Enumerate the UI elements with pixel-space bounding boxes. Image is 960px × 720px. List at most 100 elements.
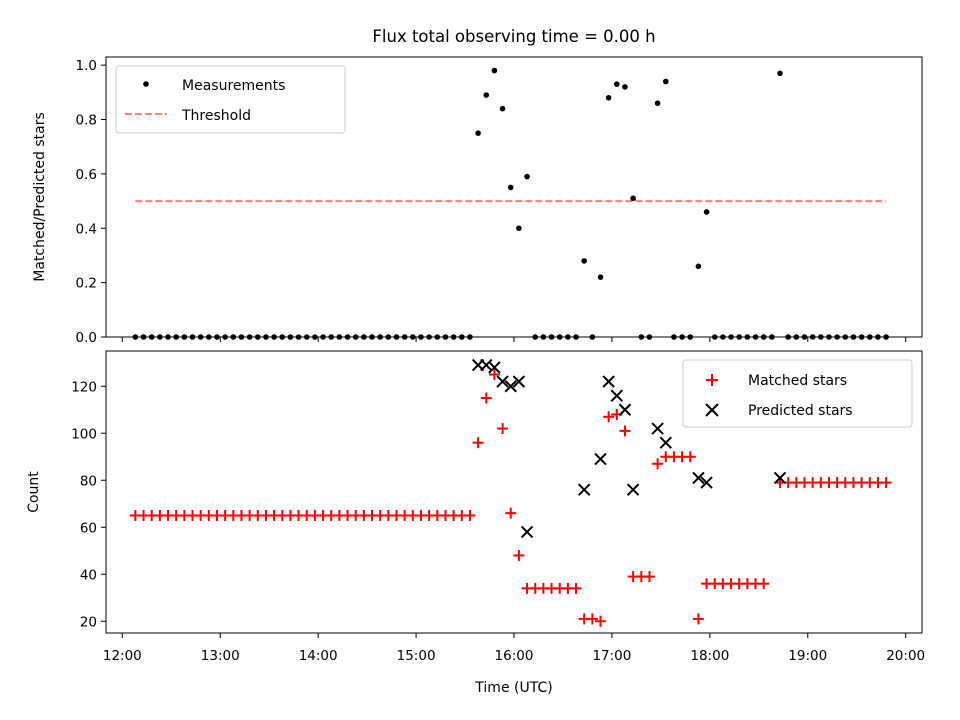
matched-star-point <box>505 507 517 519</box>
measurement-point <box>352 334 359 340</box>
bottom-legend: Matched stars Predicted stars <box>682 359 913 428</box>
bottom-y-axis-label: Count <box>26 471 42 513</box>
measurement-point <box>834 334 840 340</box>
measurement-point <box>818 334 824 340</box>
x-tick-label: 19:00 <box>788 648 827 664</box>
predicted-star-point <box>700 476 713 489</box>
x-tick-label: 14:00 <box>299 648 338 664</box>
measurement-point <box>654 100 661 107</box>
measurement-point <box>744 334 751 340</box>
matched-star-point <box>758 578 770 590</box>
measurement-point <box>328 334 335 340</box>
predicted-x-b <box>700 476 713 489</box>
measurement-point <box>736 334 743 340</box>
matched-star-point <box>643 571 655 583</box>
predicted-star-point <box>504 380 517 393</box>
bottom-legend-box <box>682 359 913 428</box>
matched-star-point <box>652 458 664 470</box>
measurement-point <box>858 334 865 340</box>
measurement-point <box>875 334 881 340</box>
measurement-point <box>581 258 587 264</box>
legend-threshold-label: Threshold <box>181 108 251 124</box>
predicted-x-b <box>520 525 534 539</box>
measurement-point <box>646 334 653 340</box>
predicted-star-point <box>488 361 501 374</box>
measurement-point <box>866 334 873 340</box>
measurement-point <box>491 67 498 74</box>
predicted-star-point <box>520 525 534 539</box>
predicted-star-point <box>773 471 787 485</box>
matched-star-point <box>619 425 631 437</box>
bottom-axis-ticks: 20 40 60 80 100 120 12:00 13:00 14:00 15:00 16:00 1… <box>71 379 925 664</box>
measurement-point <box>630 195 636 202</box>
measurement-point <box>442 334 449 340</box>
measurement-point <box>214 334 220 340</box>
matched-star-point <box>692 613 704 625</box>
measurement-point <box>132 334 139 340</box>
measurement-point <box>548 334 555 340</box>
matched-star-point <box>464 510 476 521</box>
measurement-point <box>760 334 767 340</box>
predicted-x-b <box>577 483 591 496</box>
predicted-star-point <box>496 375 509 388</box>
measurement-point <box>614 81 620 87</box>
measurement-point <box>173 334 179 340</box>
measurement-point <box>434 334 441 340</box>
measurement-point <box>230 334 237 340</box>
measurement-point <box>883 334 889 340</box>
measurement-point <box>361 334 367 340</box>
top-y-tick-label: 1.0 <box>76 58 97 74</box>
bottom-y-tick-label: 20 <box>80 614 97 630</box>
measurement-point <box>254 334 261 340</box>
predicted-star-point <box>602 375 615 388</box>
measurement-point <box>271 334 277 340</box>
measurement-point <box>769 334 775 340</box>
top-y-tick-label: 0.8 <box>76 113 97 129</box>
measurement-point <box>622 84 628 90</box>
measurement-point <box>458 334 465 340</box>
x-axis-label: Time (UTC) <box>474 680 552 696</box>
predicted-x-b <box>692 471 705 485</box>
measurement-point <box>597 274 604 280</box>
matched-star-point <box>684 451 696 463</box>
measurement-point <box>393 334 400 340</box>
top-y-tick-label: 0.2 <box>76 276 97 292</box>
measurement-point <box>671 334 677 340</box>
measurement-point <box>467 334 473 340</box>
measurement-point <box>450 334 457 340</box>
legend-predicted-label: Predicted stars <box>748 403 853 419</box>
top-legend-box <box>115 65 346 134</box>
bottom-y-tick-label: 60 <box>80 520 97 536</box>
measurement-point <box>826 334 832 340</box>
x-tick-label: 15:00 <box>397 648 436 664</box>
measurement-point <box>369 334 375 340</box>
measurement-point <box>157 334 163 340</box>
top-axis-ticks: 0.0 0.2 0.4 0.6 0.8 1.0 <box>76 58 907 346</box>
measurement-point <box>573 334 579 340</box>
predicted-star-point <box>594 452 607 466</box>
measurement-point <box>148 334 155 340</box>
measurement-point <box>499 105 506 112</box>
measurement-point <box>711 334 718 340</box>
measurement-point <box>809 334 816 340</box>
measurement-point <box>565 334 571 340</box>
measurement-point <box>287 334 294 340</box>
measurement-point <box>410 334 416 340</box>
top-plot-marks <box>132 67 889 340</box>
bottom-y-tick-label: 120 <box>71 379 97 395</box>
predicted-x-b <box>659 436 672 449</box>
measurement-point <box>189 334 196 340</box>
x-tick-label: 18:00 <box>690 648 729 664</box>
legend-measurements-label: Measurements <box>182 78 285 94</box>
measurement-point <box>140 334 147 340</box>
chart-title: Flux total observing time = 0.00 h <box>372 27 655 46</box>
measurement-point <box>165 334 171 340</box>
measurement-point <box>679 334 685 340</box>
predicted-x-b <box>626 483 640 496</box>
measurement-point <box>720 334 726 340</box>
legend-matched-marker <box>706 374 718 386</box>
measurement-point <box>344 334 351 340</box>
bottom-y-tick-label: 80 <box>80 473 97 489</box>
x-tick-label: 12:00 <box>103 648 142 664</box>
legend-matched-label: Matched stars <box>748 373 847 389</box>
